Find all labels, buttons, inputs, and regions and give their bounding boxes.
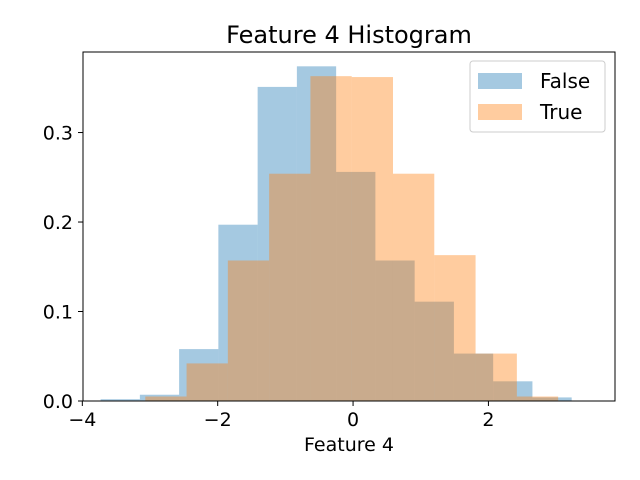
histogram-bar [179,349,219,401]
histogram-bar [375,260,415,401]
histogram-bar [392,173,435,401]
legend-swatch-false [478,73,522,89]
legend-label-true: True [539,100,582,124]
histogram-bar [434,255,476,401]
y-tick-label: 0.2 [43,212,73,234]
plot-frame [82,51,616,402]
x-tick-label: 0 [347,409,359,431]
legend: False True [469,60,606,133]
chart-title: Feature 4 Histogram [226,21,472,49]
histogram-bar [227,260,270,401]
legend-frame [469,60,606,133]
legend-swatch-true [478,104,522,120]
y-tick-label: 0.3 [43,123,73,145]
histogram-bar [414,301,454,401]
x-tick-label: −4 [68,409,96,431]
histogram-bar [351,77,393,402]
legend-label-false: False [540,69,590,93]
histogram-bar [336,171,376,401]
histogram-bar [516,396,559,401]
x-tick-label: 2 [482,409,494,431]
histogram-bar [453,353,494,401]
series-false [100,66,572,402]
x-tick-label: −2 [204,409,232,431]
histogram-bar [475,353,517,401]
histogram-bar [257,86,297,402]
histogram-bar [296,66,337,402]
y-tick-label: 0.1 [43,302,73,324]
histogram-bar [269,173,311,401]
ticks-layer: −4 −2 0 2 0.0 0.1 0.2 0.3 [43,123,495,431]
histogram-bar [218,224,258,401]
histogram-bar [145,396,187,401]
histogram-bar [139,394,180,401]
histogram-bar [532,397,572,401]
histogram-bar [100,399,140,401]
histogram-bar [310,76,352,402]
y-tick-label: 0.0 [43,391,73,413]
bars-layer [100,66,572,402]
histogram-bar [493,381,533,401]
series-true [145,76,559,402]
histogram-bar [186,363,228,401]
x-axis-label: Feature 4 [304,434,394,456]
